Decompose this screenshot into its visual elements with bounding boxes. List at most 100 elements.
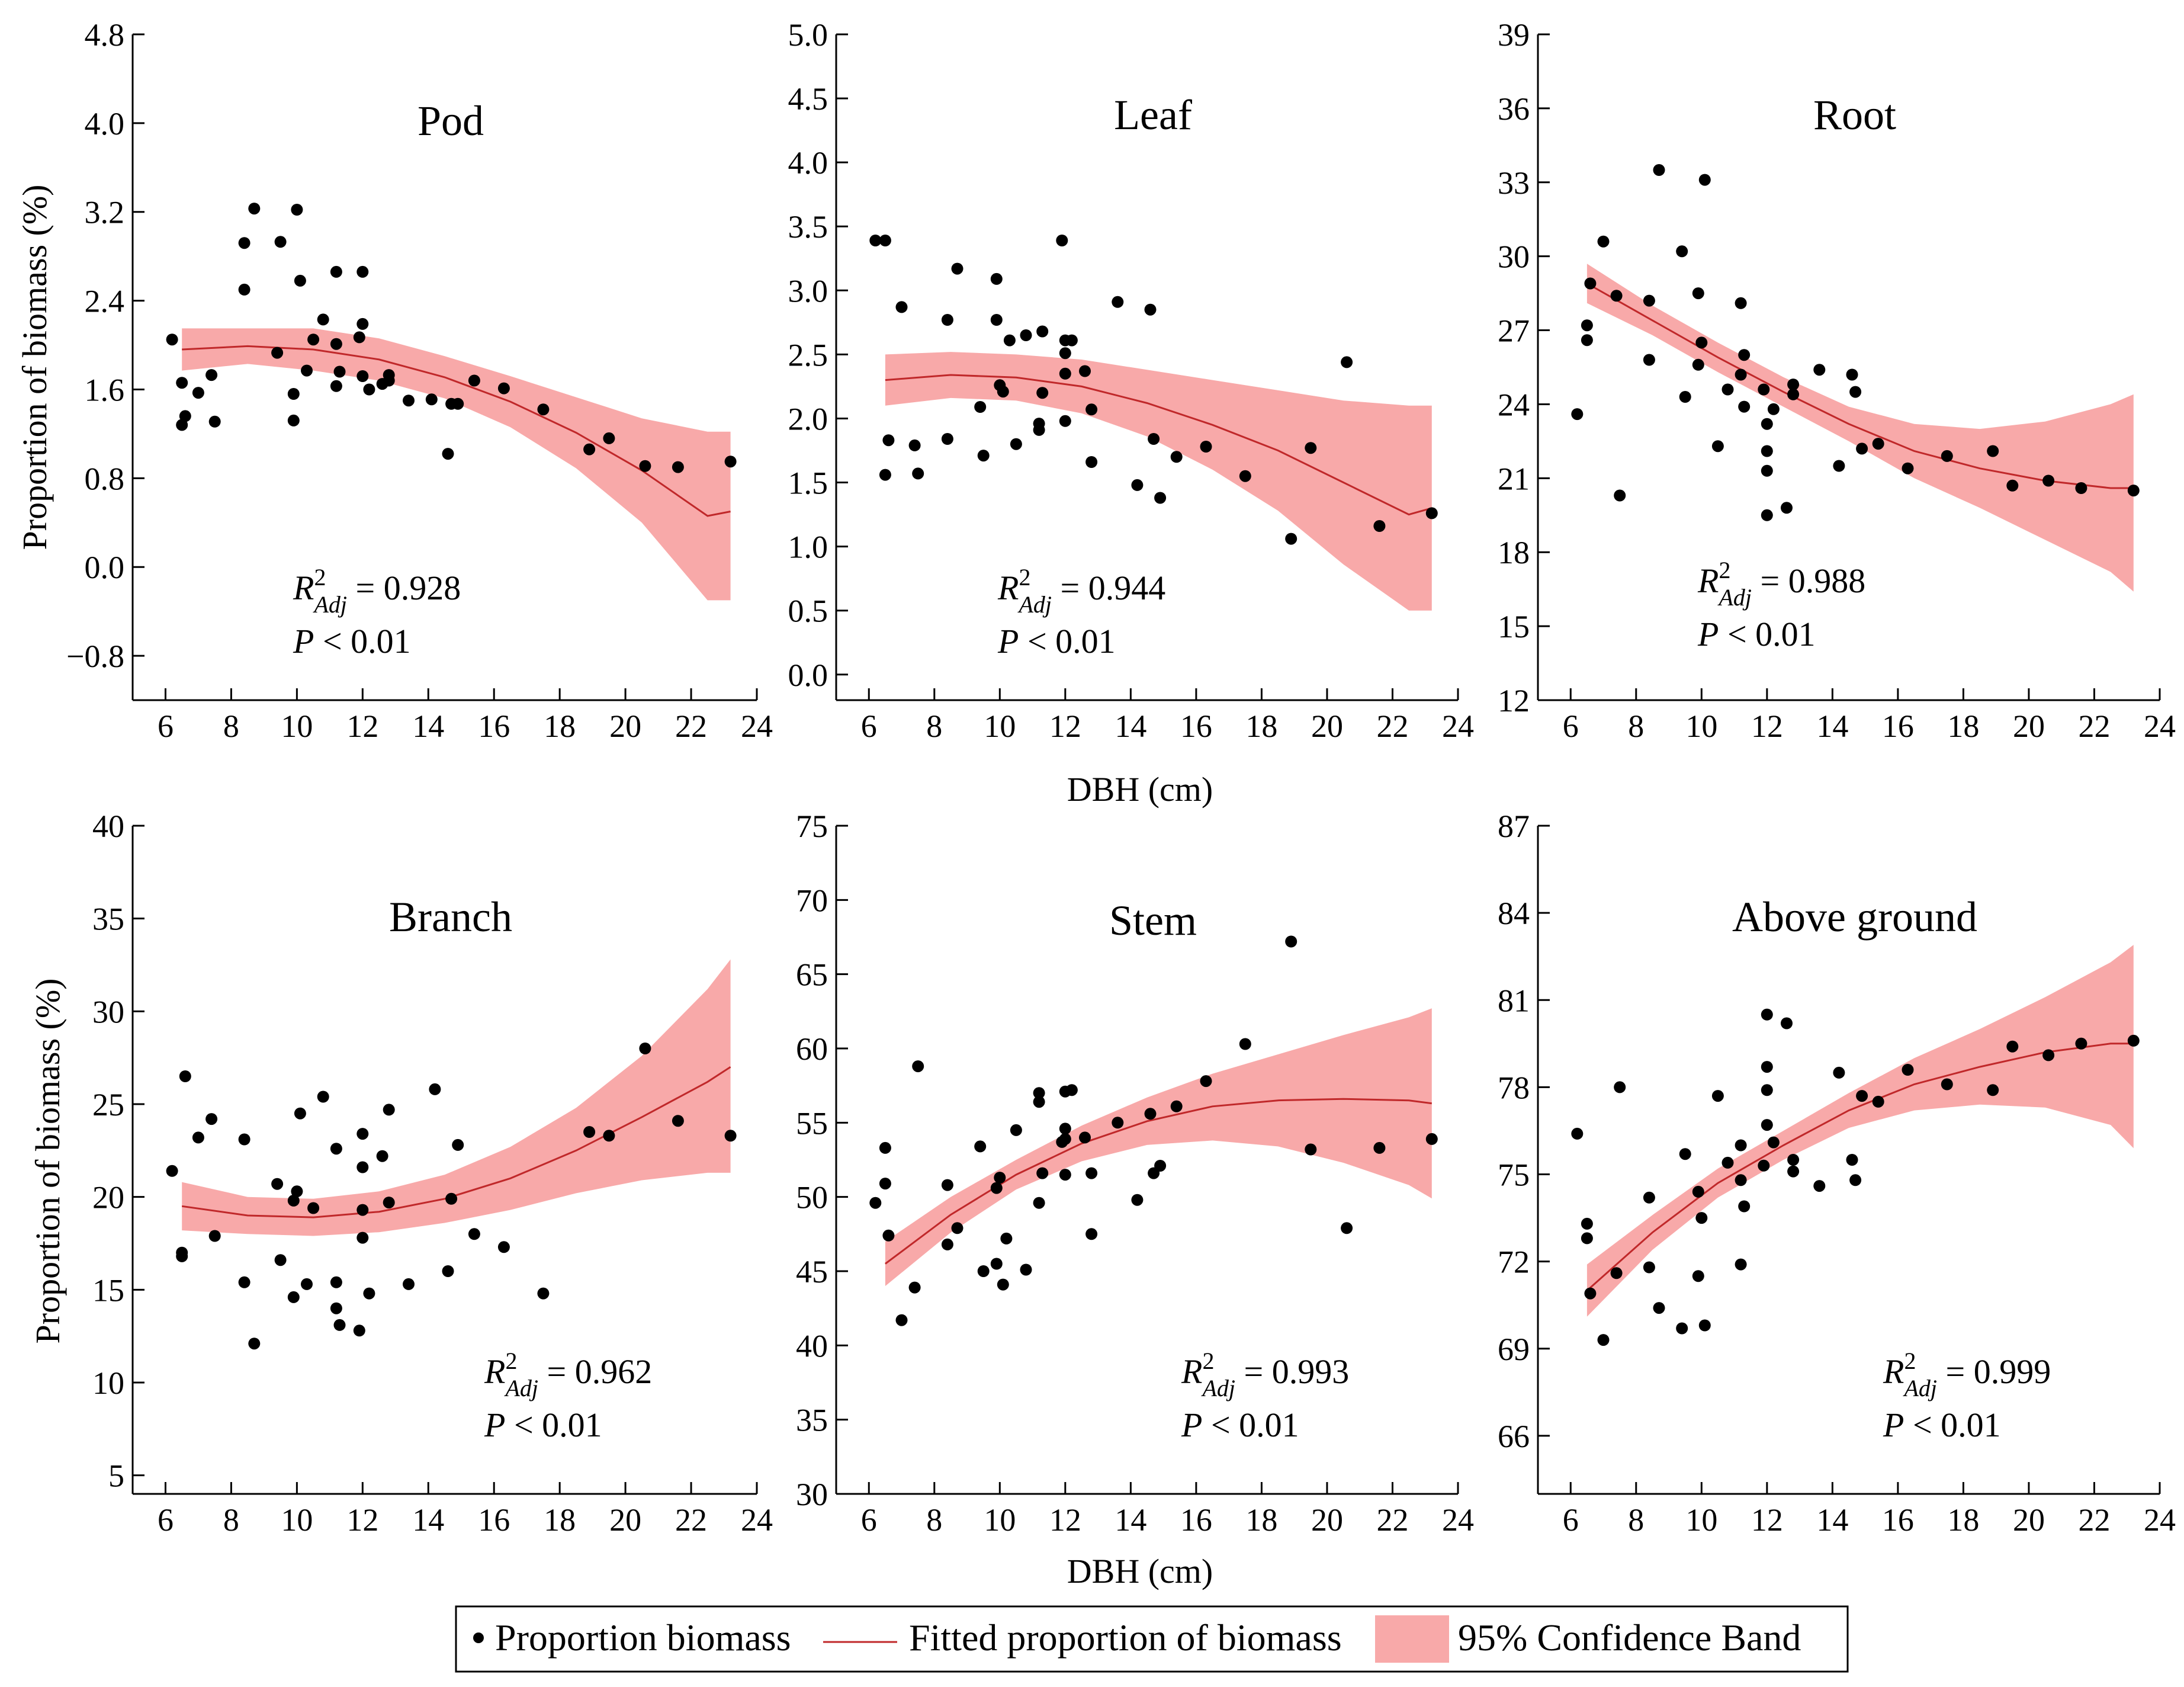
data-point bbox=[356, 1128, 369, 1140]
data-point bbox=[1692, 1185, 1704, 1198]
data-point bbox=[1341, 1222, 1353, 1234]
x-tick-label: 18 bbox=[1947, 1502, 1979, 1538]
data-point bbox=[1813, 1180, 1826, 1192]
y-tick-label: 84 bbox=[1498, 896, 1530, 931]
data-point bbox=[1767, 403, 1780, 415]
data-point bbox=[1987, 1084, 1999, 1096]
y-tick-label: 15 bbox=[92, 1272, 124, 1308]
y-tick-label: 33 bbox=[1498, 165, 1530, 201]
x-tick-label: 12 bbox=[346, 708, 378, 744]
data-point bbox=[442, 448, 454, 460]
y-tick-label: 3.2 bbox=[85, 195, 125, 230]
y-tick-label: 69 bbox=[1498, 1332, 1530, 1367]
data-point bbox=[1033, 418, 1045, 430]
data-point bbox=[997, 386, 1009, 398]
data-point bbox=[603, 432, 615, 444]
data-point bbox=[1571, 408, 1584, 421]
data-point bbox=[879, 469, 891, 481]
y-tick-label: 4.8 bbox=[85, 17, 125, 53]
data-point bbox=[951, 262, 963, 275]
data-point bbox=[603, 1130, 615, 1142]
data-point bbox=[1085, 403, 1098, 416]
data-point bbox=[1761, 1061, 1773, 1073]
data-point bbox=[1597, 1334, 1610, 1346]
fit-line bbox=[182, 345, 731, 517]
data-point bbox=[330, 338, 342, 350]
confidence-band bbox=[1586, 945, 2134, 1317]
y-tick-label: 2.0 bbox=[788, 401, 828, 437]
data-point bbox=[1285, 935, 1297, 948]
x-tick-label: 24 bbox=[1442, 708, 1474, 744]
data-point bbox=[882, 434, 895, 447]
x-tick-label: 20 bbox=[2013, 1502, 2045, 1538]
data-point bbox=[1761, 1084, 1773, 1096]
data-point bbox=[287, 388, 300, 400]
data-point bbox=[1735, 1139, 1747, 1152]
data-point bbox=[1787, 1154, 1800, 1166]
y-tick-label: 12 bbox=[1498, 683, 1530, 719]
x-tick-label: 10 bbox=[1685, 1502, 1717, 1538]
data-point bbox=[1679, 1148, 1691, 1160]
data-point bbox=[1698, 174, 1711, 186]
data-point bbox=[1813, 364, 1826, 376]
x-tick-label: 10 bbox=[1685, 708, 1717, 744]
x-tick-label: 8 bbox=[223, 1502, 239, 1538]
data-point bbox=[333, 365, 346, 378]
data-point bbox=[941, 433, 953, 445]
data-point bbox=[1033, 1087, 1045, 1099]
data-point bbox=[301, 364, 313, 377]
data-point bbox=[307, 1202, 320, 1214]
data-point bbox=[294, 1107, 306, 1120]
panel-root: 12 15 18 21 24 27 30 33 36 39 6 8 10 12 14 16 18 20 22 24 Ro… bbox=[1498, 17, 2176, 744]
data-point bbox=[1676, 245, 1688, 258]
data-point bbox=[403, 395, 415, 407]
confidence-band bbox=[182, 959, 731, 1236]
y-tick-label: 0.0 bbox=[788, 658, 828, 693]
data-point bbox=[537, 1287, 550, 1300]
x-tick-label: 12 bbox=[1049, 708, 1081, 744]
y-tick-label: 75 bbox=[796, 809, 828, 844]
data-point bbox=[1721, 383, 1734, 396]
data-point bbox=[356, 1161, 369, 1173]
data-point bbox=[1653, 164, 1665, 176]
y-tick-label: 1.6 bbox=[85, 372, 125, 408]
y-axis-title-bottom: Proportion of biomass (%) bbox=[28, 979, 67, 1344]
panel-title: Pod bbox=[417, 97, 484, 145]
data-point bbox=[1059, 1169, 1071, 1181]
data-point bbox=[1679, 391, 1691, 403]
data-point bbox=[208, 1230, 221, 1242]
data-point bbox=[271, 1178, 284, 1190]
data-point bbox=[1761, 509, 1773, 521]
y-tick-label: 24 bbox=[1498, 387, 1530, 422]
p-annotation: P < 0.01 bbox=[997, 622, 1116, 660]
data-point bbox=[179, 410, 191, 422]
data-point bbox=[330, 265, 342, 278]
data-point bbox=[879, 1178, 891, 1190]
x-tick-label: 16 bbox=[478, 1502, 510, 1538]
data-point bbox=[974, 401, 987, 413]
confidence-band bbox=[885, 1008, 1432, 1287]
data-point bbox=[1738, 349, 1751, 361]
data-point bbox=[301, 1278, 313, 1290]
data-point bbox=[294, 274, 306, 287]
y-tick-label: 4.0 bbox=[85, 106, 125, 142]
data-point bbox=[1787, 1165, 1800, 1178]
y-tick-label: 5 bbox=[108, 1458, 124, 1494]
legend-band-symbol bbox=[1375, 1615, 1449, 1663]
panel-above-ground: 66 69 72 75 78 81 84 87 6 8 10 12 14 16 18 20 22 24 Above … bbox=[1498, 809, 2176, 1538]
r2-annotation: R2 Adj = 0.928 bbox=[293, 564, 461, 618]
data-point bbox=[1676, 1322, 1688, 1335]
y-tick-label: 4.0 bbox=[788, 145, 828, 181]
y-tick-label: 2.4 bbox=[85, 284, 125, 319]
data-point bbox=[1941, 450, 1953, 462]
data-point bbox=[1085, 456, 1098, 468]
data-point bbox=[1065, 334, 1078, 347]
x-tick-label: 22 bbox=[2078, 708, 2110, 744]
data-point bbox=[403, 1278, 415, 1290]
data-point bbox=[1020, 329, 1032, 341]
x-tick-label: 22 bbox=[1376, 708, 1408, 744]
data-point bbox=[912, 467, 924, 480]
data-point bbox=[1425, 1133, 1438, 1145]
data-point bbox=[497, 1241, 510, 1253]
x-tick-label: 14 bbox=[1816, 1502, 1848, 1538]
